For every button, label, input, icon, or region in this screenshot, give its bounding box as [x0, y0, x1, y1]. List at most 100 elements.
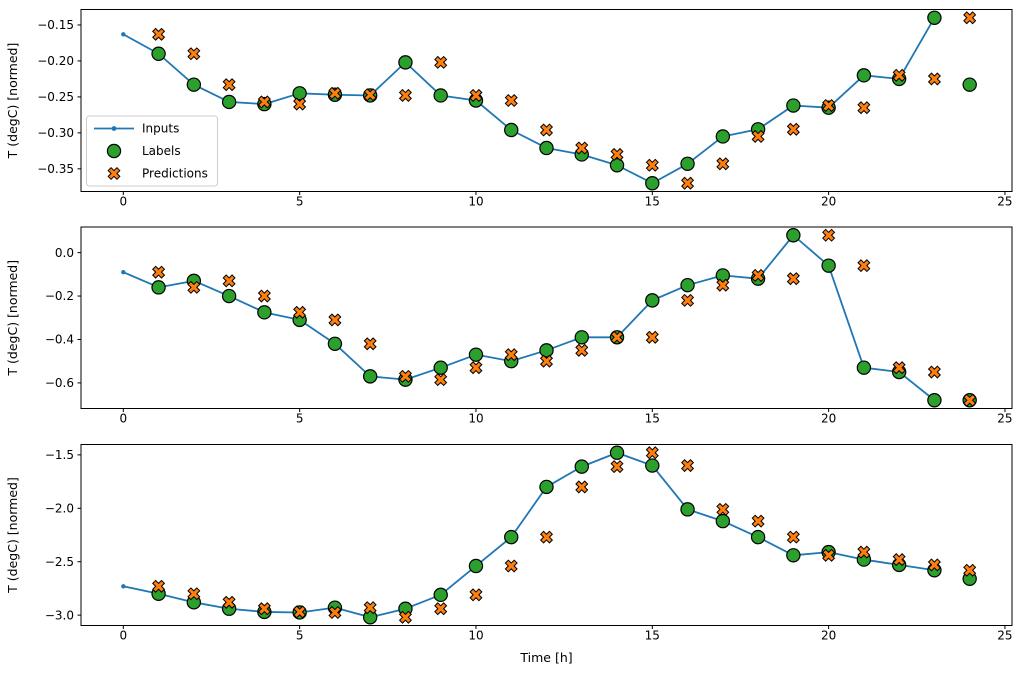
- prediction-marker: [716, 502, 730, 516]
- prediction-marker: [927, 72, 941, 86]
- label-marker: [927, 393, 942, 408]
- label-marker: [398, 55, 413, 70]
- prediction-marker: [328, 313, 342, 327]
- prediction-marker: [469, 588, 483, 602]
- prediction-marker: [575, 480, 589, 494]
- prediction-marker: [293, 605, 307, 619]
- label-marker: [151, 280, 166, 295]
- prediction-marker: [187, 47, 201, 61]
- prediction-marker: [927, 558, 941, 572]
- x-tick-label: 10: [468, 412, 483, 426]
- legend-labels-circle: [106, 143, 122, 159]
- label-marker: [468, 558, 484, 574]
- y-tick-label: −2.0: [45, 501, 74, 515]
- label-marker: [786, 98, 801, 113]
- prediction-marker: [786, 530, 800, 544]
- prediction-marker: [257, 95, 271, 109]
- axis-ticks: 0 5 10 15 20 25 −1.5 −2.0 −2.5 −3.0: [45, 448, 1013, 642]
- prediction-marker: [328, 605, 342, 620]
- label-marker: [468, 347, 484, 362]
- prediction-marker: [610, 330, 624, 344]
- prediction-marker: [963, 563, 977, 577]
- prediction-marker: [539, 530, 554, 544]
- x-tick-label: 25: [997, 629, 1012, 643]
- prediction-marker: [539, 123, 554, 137]
- axis-ticks: 0 5 10 15 20 25 −0.15 −0.20 −0.25 −0.30 −0.35: [37, 18, 1012, 208]
- prediction-marker: [751, 514, 765, 528]
- label-marker: [362, 369, 378, 384]
- series-predictions: [152, 228, 977, 407]
- y-tick-label: −0.2: [45, 289, 74, 303]
- x-tick-label: 20: [821, 195, 836, 209]
- series-predictions: [152, 446, 977, 624]
- prediction-marker: [716, 157, 730, 171]
- label-marker: [362, 610, 378, 625]
- x-tick-label: 0: [119, 412, 127, 426]
- x-tick-label: 15: [645, 195, 660, 209]
- label-marker: [856, 360, 872, 375]
- prediction-marker: [822, 228, 836, 242]
- x-tick-label: 20: [821, 629, 836, 643]
- y-tick-label: −0.35: [37, 162, 74, 176]
- series-labels: [151, 228, 977, 408]
- legend-label-inputs: Inputs: [142, 122, 179, 136]
- x-tick-label: 5: [296, 412, 304, 426]
- prediction-marker: [575, 343, 589, 357]
- y-tick-label: −3.0: [45, 608, 74, 622]
- prediction-marker: [504, 93, 518, 108]
- prediction-marker: [363, 337, 377, 351]
- prediction-marker: [328, 86, 342, 100]
- label-marker: [645, 176, 660, 191]
- x-tick-label: 20: [821, 412, 836, 426]
- label-marker: [151, 46, 166, 61]
- x-tick-label: 10: [468, 629, 483, 643]
- prediction-marker: [434, 55, 448, 69]
- prediction-marker: [927, 365, 941, 379]
- prediction-marker: [681, 459, 695, 473]
- subplot-1: 0 5 10 15 20 25 −0.15 −0.20 −0.25 −0.30 −0.35 T (de…: [5, 9, 1013, 209]
- label-marker: [645, 458, 660, 473]
- label-marker: [715, 268, 731, 283]
- label-marker: [574, 330, 589, 345]
- prediction-marker: [434, 373, 448, 387]
- prediction-marker: [363, 88, 377, 102]
- label-marker: [715, 129, 731, 144]
- prediction-marker: [751, 268, 765, 282]
- y-tick-label: −0.20: [37, 54, 74, 68]
- y-axis-label: T (degC) [normed]: [5, 43, 20, 160]
- label-marker: [539, 343, 554, 358]
- axes-frame: [80, 9, 1013, 192]
- prediction-marker: [293, 305, 307, 319]
- y-tick-label: −0.4: [45, 333, 74, 347]
- prediction-marker: [786, 122, 800, 136]
- label-marker: [786, 228, 801, 243]
- prediction-marker: [539, 354, 554, 368]
- prediction-marker: [222, 78, 236, 92]
- y-axis-label: T (degC) [normed]: [5, 477, 20, 594]
- prediction-marker: [398, 610, 412, 624]
- label-marker: [856, 68, 872, 83]
- label-marker: [680, 156, 695, 172]
- prediction-marker: [645, 446, 659, 460]
- prediction-marker: [152, 27, 166, 41]
- prediction-marker: [363, 601, 377, 615]
- prediction-marker: [504, 348, 518, 362]
- prediction-marker: [469, 361, 483, 375]
- x-tick-label: 25: [997, 195, 1012, 209]
- label-marker: [327, 336, 343, 352]
- prediction-marker: [892, 361, 906, 375]
- prediction-marker: [822, 548, 836, 562]
- label-marker: [433, 587, 448, 603]
- prediction-marker: [469, 88, 483, 103]
- prediction-marker: [434, 602, 448, 616]
- prediction-marker: [822, 98, 836, 113]
- prediction-marker: [610, 460, 624, 474]
- label-marker: [539, 479, 554, 495]
- label-marker: [292, 86, 307, 101]
- label-marker: [221, 94, 237, 110]
- subplot-2: 0 5 10 15 20 25 0.0 −0.2 −0.4 −0.6 T (degC) [norme…: [5, 226, 1013, 426]
- legend-inputs-dot: [111, 126, 117, 131]
- prediction-marker: [152, 265, 166, 279]
- prediction-marker: [892, 553, 906, 567]
- label-marker: [821, 258, 836, 273]
